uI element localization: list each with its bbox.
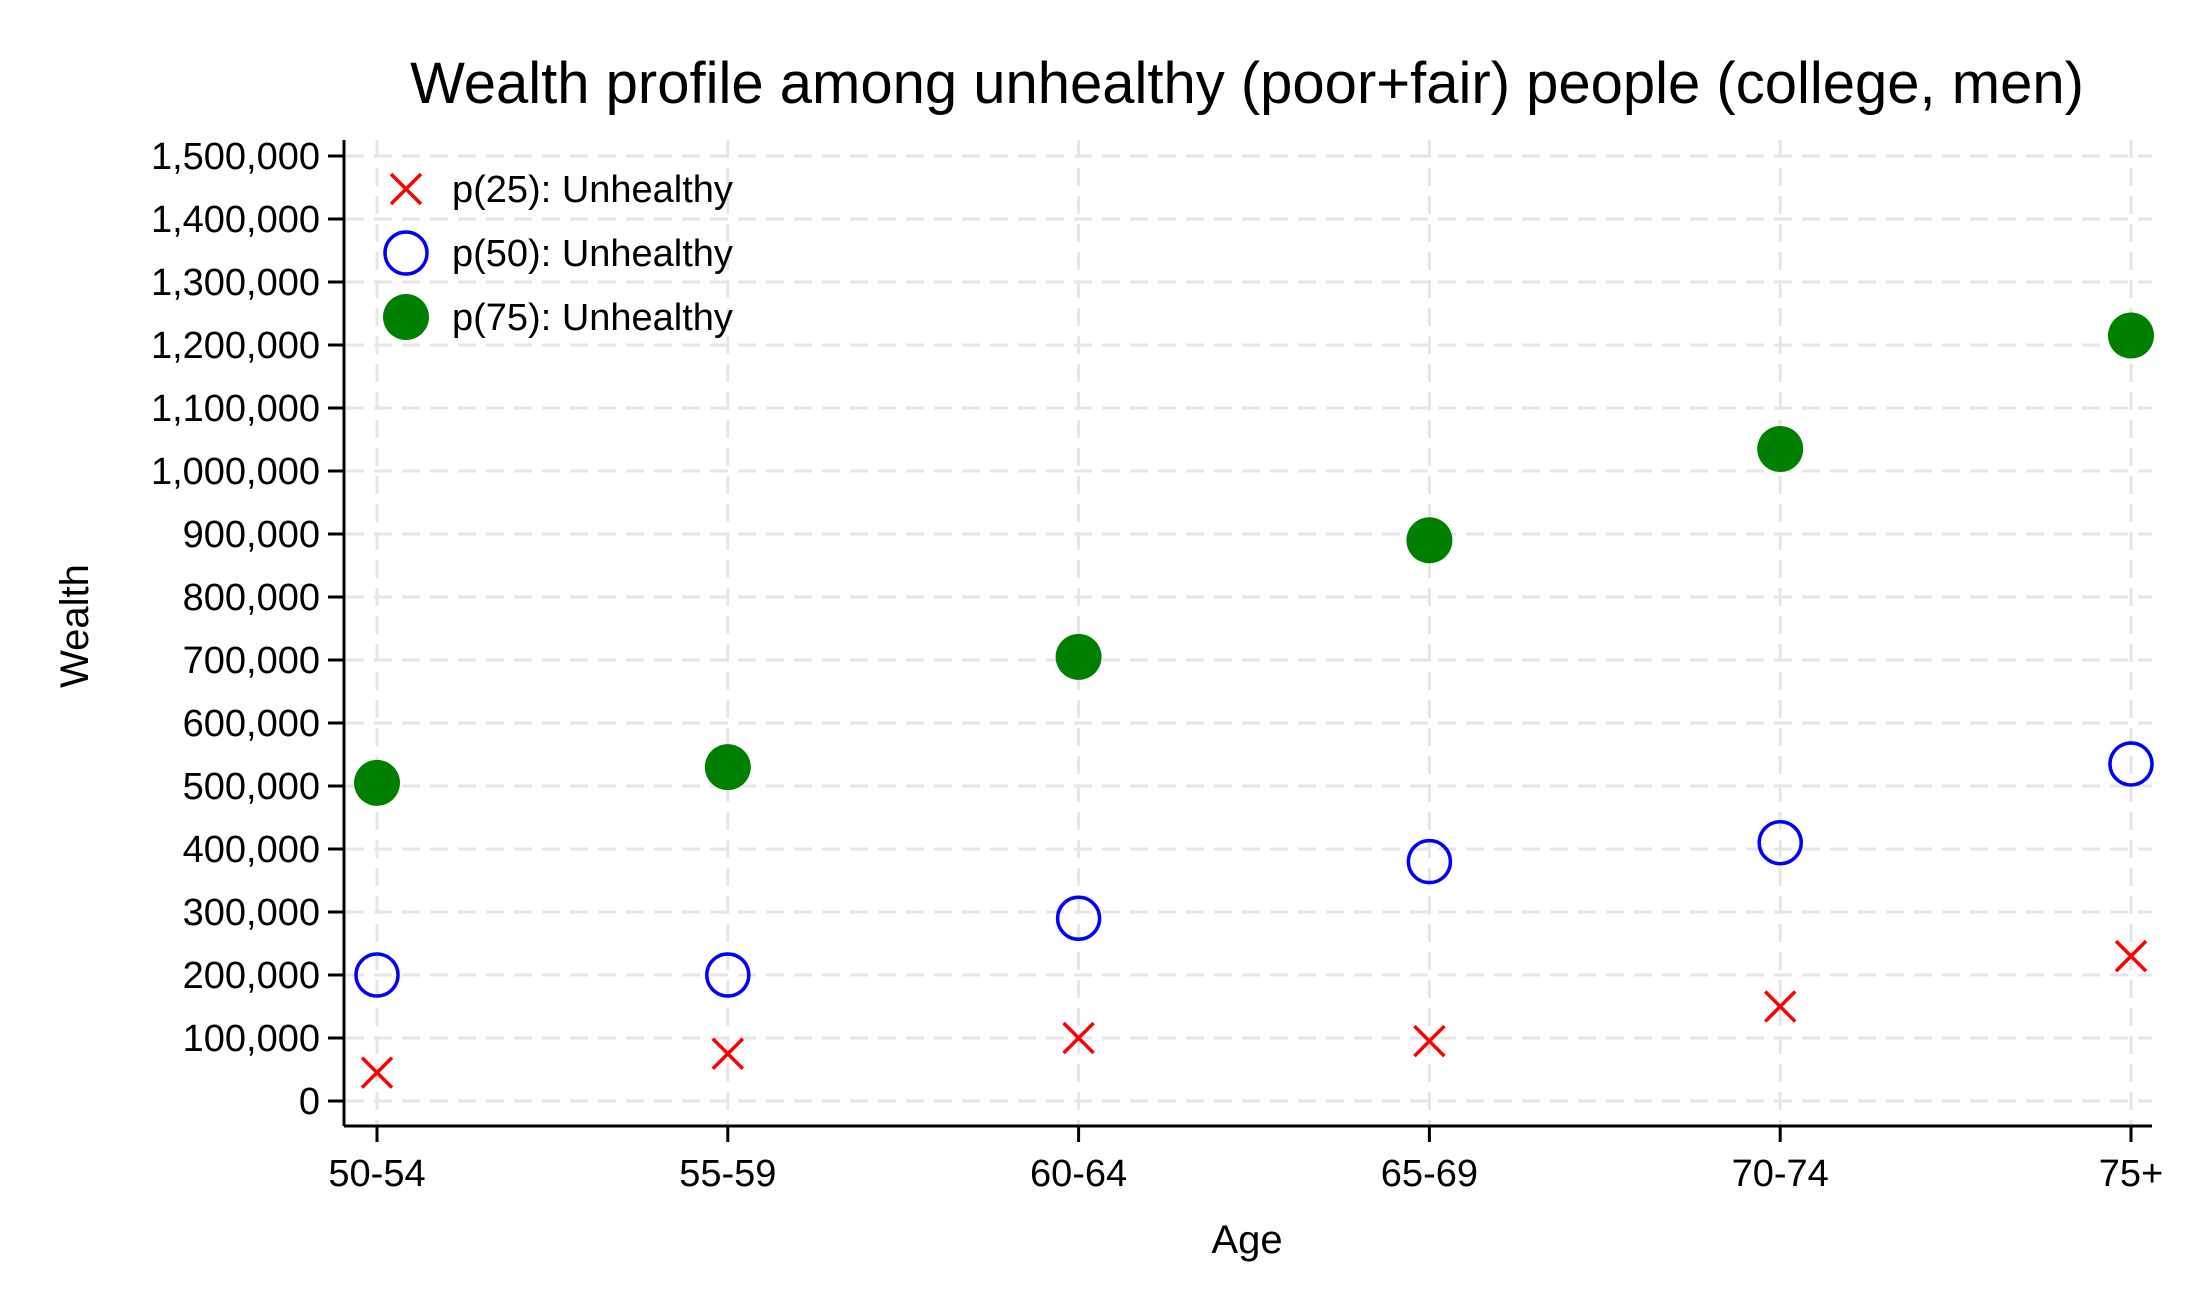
data-point-p75-3	[1406, 517, 1453, 564]
y-tick-label: 900,000	[183, 514, 320, 556]
x-tick-label: 70-74	[1732, 1153, 1829, 1195]
data-point-p25-1	[711, 1037, 745, 1070]
data-point-p75-2	[1055, 633, 1102, 680]
axes	[342, 140, 2152, 1128]
data-point-p50-4	[1757, 819, 1803, 866]
legend-marker-1	[383, 230, 429, 276]
legend-marker-0	[389, 172, 423, 206]
data-points	[354, 312, 2154, 1089]
legend-marker-2	[383, 294, 429, 340]
y-tick-label: 300,000	[183, 892, 320, 934]
legend-label-0: p(25): Unhealthy	[452, 169, 733, 211]
x-tick-label: 65-69	[1381, 1153, 1478, 1195]
data-point-p75-4	[1757, 425, 1804, 472]
grid-lines	[346, 140, 2152, 1124]
y-tick-label: 1,300,000	[151, 262, 320, 304]
y-tick-label: 700,000	[183, 640, 320, 682]
chart-title: Wealth profile among unhealthy (poor+fai…	[410, 51, 2084, 116]
y-tick-label: 100,000	[183, 1018, 320, 1060]
x-tick-label: 60-64	[1030, 1153, 1127, 1195]
data-point-p75-1	[704, 744, 751, 791]
x-axis-ticks: 50-54 55-59 60-64 65-69 70-74 75+	[328, 1126, 2163, 1195]
legend: p(25): Unhealthy p(50): Unhealthy p(75): U…	[383, 169, 733, 340]
x-tick-label: 50-54	[328, 1153, 425, 1195]
data-point-p50-2	[1055, 895, 1102, 942]
data-point-p50-5	[2108, 741, 2154, 787]
data-point-p50-0	[354, 952, 400, 998]
y-tick-label: 800,000	[183, 577, 320, 619]
x-axis-title: Age	[1211, 1218, 1282, 1262]
y-axis-title: Wealth	[53, 564, 97, 688]
data-point-p75-0	[354, 759, 400, 806]
data-point-p25-4	[1763, 990, 1797, 1023]
data-point-p75-5	[2108, 312, 2154, 359]
y-tick-label: 1,500,000	[151, 136, 320, 178]
y-tick-label: 1,400,000	[151, 199, 320, 241]
legend-label-1: p(50): Unhealthy	[452, 233, 733, 275]
y-tick-label: 600,000	[183, 703, 320, 745]
data-point-p25-3	[1413, 1024, 1446, 1058]
data-point-p25-5	[2114, 939, 2148, 973]
data-point-p25-0	[360, 1056, 394, 1089]
y-tick-label: 1,000,000	[151, 451, 320, 493]
x-tick-label: 55-59	[679, 1153, 776, 1195]
data-point-p50-1	[705, 952, 751, 998]
y-tick-label: 1,200,000	[151, 325, 320, 367]
y-tick-label: 500,000	[183, 766, 320, 808]
y-tick-label: 0	[299, 1081, 320, 1123]
legend-label-2: p(75): Unhealthy	[452, 297, 733, 339]
data-point-p50-3	[1406, 838, 1453, 885]
y-tick-label: 200,000	[183, 955, 320, 997]
y-tick-label: 1,100,000	[151, 388, 320, 430]
data-point-p25-2	[1062, 1021, 1095, 1055]
x-tick-label: 75+	[2099, 1153, 2163, 1195]
y-tick-label: 400,000	[183, 829, 320, 871]
y-axis-ticks: 0 100,000 200,000 300,000 400,000 500,000 600,…	[151, 136, 344, 1123]
